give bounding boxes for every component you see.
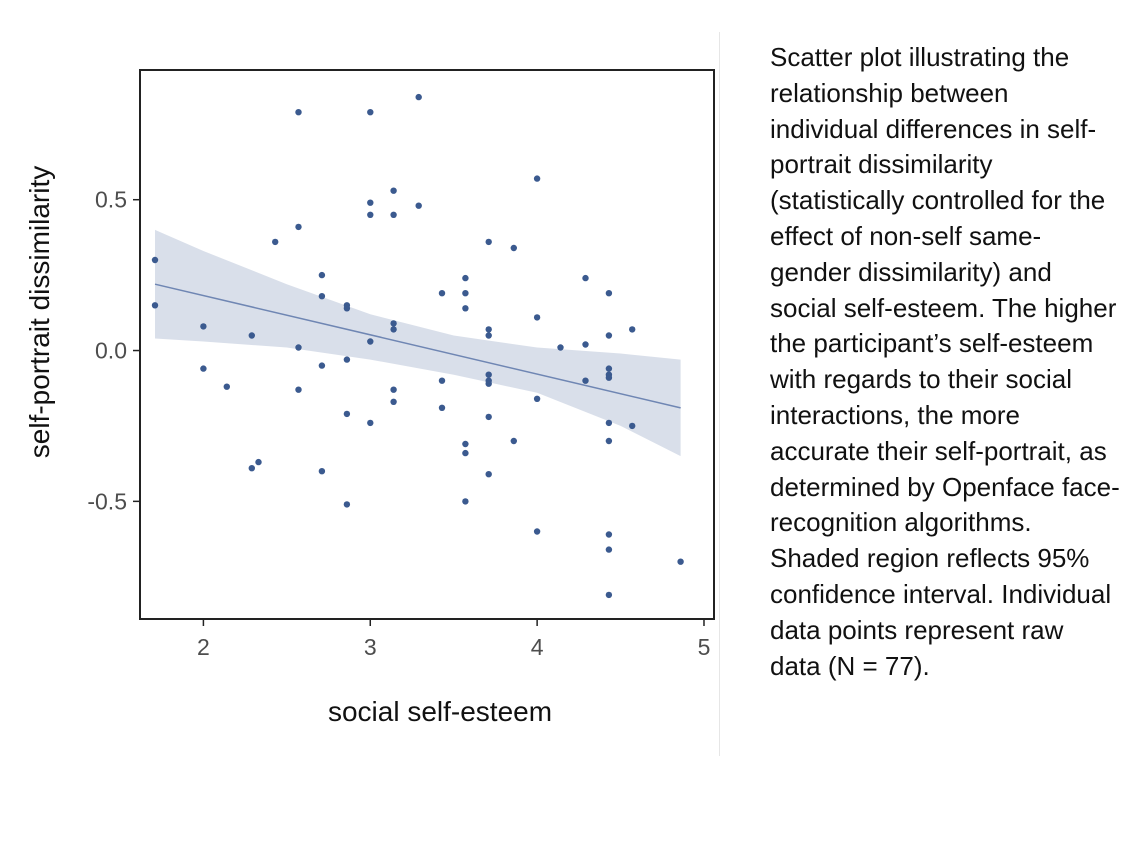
- data-point: [462, 290, 469, 297]
- data-point: [438, 290, 446, 297]
- regression-line: [154, 283, 681, 409]
- data-point: [295, 109, 302, 116]
- data-point: [485, 371, 492, 378]
- data-point: [367, 211, 374, 218]
- data-point: [605, 546, 613, 553]
- data-point: [582, 377, 589, 384]
- data-point: [485, 413, 492, 421]
- data-point: [485, 380, 492, 387]
- data-point: [510, 437, 517, 445]
- data-point: [295, 386, 302, 393]
- data-point: [390, 326, 397, 333]
- data-point: [485, 326, 492, 333]
- data-point: [462, 274, 469, 282]
- data-point: [367, 338, 374, 345]
- data-point: [248, 332, 255, 339]
- data-point: [151, 302, 159, 309]
- data-point: [318, 271, 326, 279]
- data-point: [438, 377, 446, 384]
- data-point: [223, 383, 230, 390]
- data-point: [318, 468, 326, 475]
- data-point: [605, 531, 613, 538]
- data-point: [557, 344, 564, 351]
- data-point: [200, 323, 207, 330]
- data-point: [415, 202, 422, 209]
- figure-caption: Scatter plot illustrating the relationsh…: [770, 42, 1120, 681]
- data-point: [605, 290, 613, 297]
- data-point: [462, 498, 469, 505]
- y-tick-label: 0.5: [95, 187, 127, 213]
- data-point: [318, 362, 326, 369]
- confidence-band: [155, 229, 681, 457]
- x-axis-title: social self-esteem: [328, 696, 552, 727]
- data-point: [605, 332, 613, 339]
- column-divider: [719, 32, 720, 756]
- y-tick-label: 0.0: [95, 338, 127, 364]
- data-point: [462, 440, 469, 448]
- chart-svg: 2 3 4 5 0.5 0.0 -0.5 social self-esteem self-p…: [24, 69, 715, 727]
- data-point: [485, 471, 492, 478]
- data-point: [677, 558, 684, 565]
- data-point: [485, 238, 492, 246]
- data-point: [582, 341, 589, 348]
- data-point: [533, 528, 541, 535]
- data-point: [390, 398, 397, 405]
- data-point: [605, 419, 613, 427]
- data-point: [367, 419, 374, 427]
- data-point: [255, 458, 262, 466]
- data-point: [510, 244, 517, 252]
- data-point: [415, 93, 422, 101]
- data-point: [295, 344, 302, 351]
- data-point: [533, 175, 541, 182]
- y-tick-label: -0.5: [87, 488, 127, 514]
- data-point: [318, 293, 326, 300]
- data-point: [367, 199, 374, 206]
- y-axis-title: self-portrait dissimilarity: [24, 166, 55, 459]
- data-point: [272, 238, 279, 246]
- scatter-chart: 2 3 4 5 0.5 0.0 -0.5 social self-esteem self-p…: [24, 69, 715, 727]
- data-point: [438, 404, 446, 411]
- data-point: [629, 326, 636, 333]
- x-tick-label: 4: [531, 634, 544, 660]
- data-point: [390, 386, 397, 393]
- data-point: [367, 109, 374, 116]
- data-point: [629, 422, 636, 430]
- data-point: [390, 211, 397, 218]
- data-point: [200, 365, 207, 372]
- data-point: [605, 591, 613, 599]
- data-point: [151, 256, 159, 264]
- data-point: [533, 314, 541, 321]
- data-point: [605, 365, 613, 372]
- x-tick-label: 5: [698, 634, 711, 660]
- data-point: [462, 449, 469, 457]
- data-point: [605, 437, 613, 445]
- data-point: [533, 395, 541, 402]
- data-point: [582, 274, 589, 282]
- data-point: [485, 332, 492, 339]
- data-point: [343, 501, 351, 508]
- x-tick-label: 2: [197, 634, 210, 660]
- data-point: [390, 320, 397, 327]
- data-point: [248, 465, 255, 472]
- data-point: [343, 305, 351, 312]
- data-point: [390, 187, 397, 194]
- data-point: [343, 410, 351, 418]
- data-point: [462, 305, 469, 312]
- data-point: [343, 356, 351, 363]
- data-point: [295, 223, 302, 231]
- data-point: [605, 374, 613, 381]
- plot-frame: [139, 69, 715, 620]
- x-tick-label: 3: [364, 634, 377, 660]
